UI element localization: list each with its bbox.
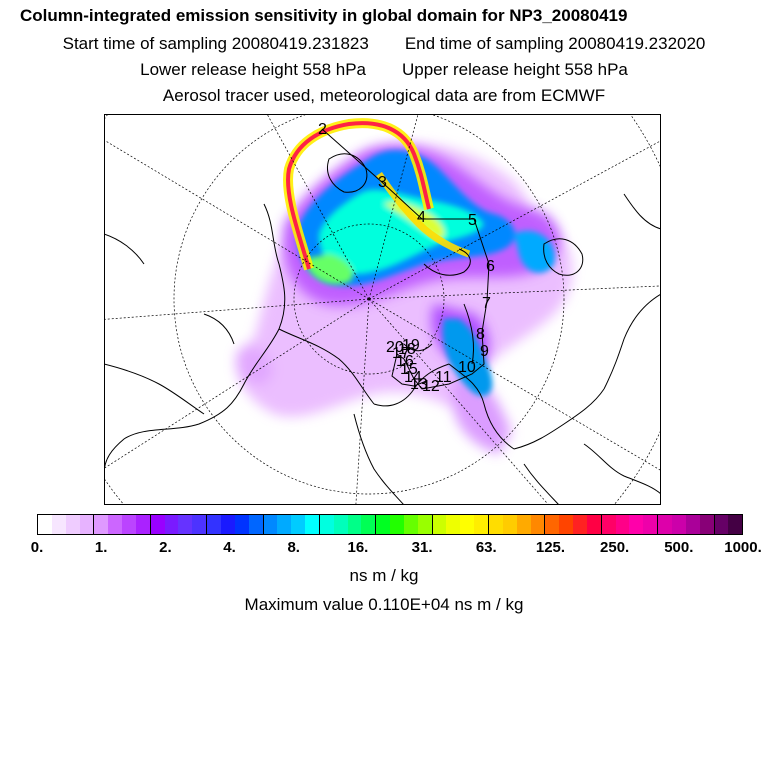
color-scale-tick-label: 1. bbox=[94, 539, 108, 556]
color-scale-tick-label: 4. bbox=[223, 539, 236, 556]
track-label-11: 11 bbox=[435, 369, 452, 386]
color-scale-segment bbox=[559, 515, 574, 534]
track-label-10: 10 bbox=[458, 359, 476, 376]
color-scale-segment bbox=[164, 515, 179, 534]
color-scale-segment bbox=[643, 515, 659, 534]
color-scale-segment bbox=[573, 515, 587, 534]
track-label-19: 19 bbox=[402, 337, 420, 354]
end-time: End time of sampling 20080419.232020 bbox=[404, 34, 706, 53]
color-scale-segment bbox=[376, 515, 391, 534]
color-scale-segment bbox=[629, 515, 644, 534]
track-label-13: 13 bbox=[410, 376, 428, 393]
color-scale-segment bbox=[38, 515, 52, 534]
track-label-4: 4 bbox=[417, 209, 426, 226]
color-scale-segment bbox=[51, 515, 66, 534]
color-scale-segment bbox=[516, 515, 531, 534]
color-scale-tick-label: 31. bbox=[411, 539, 433, 556]
track-label-12: 12 bbox=[422, 378, 440, 395]
color-scale-segment bbox=[192, 515, 208, 534]
color-scale-segment bbox=[699, 515, 715, 534]
color-scale-segment bbox=[135, 515, 151, 534]
polar-map: 2 3 4 5 6 7 8 9 10 11 12 13 14 15 16 17 … bbox=[104, 114, 661, 505]
track-label-16: 16 bbox=[396, 353, 414, 370]
color-scale-segment bbox=[545, 515, 560, 534]
sensitivity-plume bbox=[235, 118, 573, 454]
color-scale-segment bbox=[601, 515, 616, 534]
maximum-value: Maximum value 0.110E+04 ns m / kg bbox=[244, 595, 524, 614]
color-scale-segment bbox=[207, 515, 221, 534]
color-scale-segment bbox=[108, 515, 123, 534]
track-label-15: 15 bbox=[400, 361, 418, 378]
color-scale-labels: 0. 1. 2. 4. 8. 16. 31. 63. 125. 250. 500. 1000. bbox=[0, 539, 768, 559]
color-scale-tick-label: 0. bbox=[30, 539, 44, 556]
color-scale-segment bbox=[263, 515, 278, 534]
color-scale-segment bbox=[658, 515, 672, 534]
coastlines bbox=[104, 153, 661, 505]
trajectory-labels: 2 3 4 5 6 7 8 9 10 11 12 13 14 15 16 17 … bbox=[318, 121, 495, 395]
trajectory-track bbox=[321, 128, 490, 390]
color-scale-segment bbox=[390, 515, 404, 534]
track-label-18: 18 bbox=[398, 341, 416, 358]
color-scale-segment bbox=[94, 515, 109, 534]
color-scale-segment bbox=[446, 515, 461, 534]
color-scale-segment bbox=[305, 515, 320, 534]
track-label-3: 3 bbox=[378, 174, 387, 191]
color-scale-segment bbox=[122, 515, 136, 534]
track-label-17: 17 bbox=[392, 345, 410, 362]
map-title: Column-integrated emission sensitivity i… bbox=[20, 6, 628, 25]
color-scale-segment bbox=[403, 515, 418, 534]
color-scale-tick-label: 1000. bbox=[724, 539, 762, 556]
color-scale-tick-label: 8. bbox=[287, 539, 300, 556]
color-scale-segment bbox=[474, 515, 489, 534]
color-scale-tick-label: 125. bbox=[535, 539, 566, 556]
track-label-9: 9 bbox=[480, 343, 489, 360]
color-scale-segment bbox=[417, 515, 433, 534]
color-scale-unit: ns m / kg bbox=[349, 566, 419, 585]
color-scale-tick-label: 250. bbox=[600, 539, 630, 556]
sampling-times: Start time of sampling 20080419.231823 En… bbox=[0, 34, 768, 54]
color-scale-segment bbox=[220, 515, 235, 534]
track-label-6: 6 bbox=[486, 258, 495, 275]
color-scale-tick-label: 16. bbox=[347, 539, 369, 556]
color-scale-segment bbox=[234, 515, 249, 534]
color-scale-segment bbox=[685, 515, 700, 534]
color-scale-segment bbox=[615, 515, 630, 534]
color-scale-tick-label: 2. bbox=[159, 539, 172, 556]
color-scale-segment bbox=[79, 515, 95, 534]
color-scale-segment bbox=[178, 515, 193, 534]
color-scale-segment bbox=[65, 515, 80, 534]
tracer-info: Aerosol tracer used, meteorological data… bbox=[162, 86, 606, 105]
color-scale-bar bbox=[37, 514, 743, 535]
color-scale-tick-label: 63. bbox=[475, 539, 497, 556]
track-label-20: 20 bbox=[386, 339, 404, 356]
color-scale-segment bbox=[319, 515, 334, 534]
color-scale-segment bbox=[361, 515, 377, 534]
upper-release-height: Upper release height 558 hPa bbox=[402, 60, 628, 79]
lower-release-height: Lower release height 558 hPa bbox=[140, 60, 366, 79]
color-scale-segment bbox=[277, 515, 292, 534]
color-scale-tick-label: 500. bbox=[664, 539, 694, 556]
track-label-5: 5 bbox=[468, 212, 477, 229]
color-scale-segment bbox=[489, 515, 503, 534]
start-time: Start time of sampling 20080419.231823 bbox=[62, 34, 369, 53]
color-scale-segment bbox=[502, 515, 517, 534]
color-scale-segment bbox=[728, 515, 743, 534]
color-scale-segment bbox=[248, 515, 264, 534]
color-scale-segment bbox=[530, 515, 546, 534]
color-scale-segment bbox=[150, 515, 165, 534]
color-scale-segment bbox=[671, 515, 686, 534]
color-scale-segment bbox=[586, 515, 602, 534]
release-heights: Lower release height 558 hPa Upper releas… bbox=[0, 60, 768, 80]
graticule bbox=[104, 114, 661, 505]
track-label-8: 8 bbox=[476, 326, 485, 343]
track-label-7: 7 bbox=[482, 295, 491, 312]
color-scale-segment bbox=[347, 515, 362, 534]
color-scale-segment bbox=[291, 515, 306, 534]
track-label-2: 2 bbox=[318, 121, 327, 138]
color-scale-segment bbox=[432, 515, 447, 534]
color-scale-segment bbox=[333, 515, 348, 534]
color-scale-segment bbox=[460, 515, 475, 534]
color-scale-segment bbox=[714, 515, 729, 534]
track-label-14: 14 bbox=[404, 369, 422, 386]
